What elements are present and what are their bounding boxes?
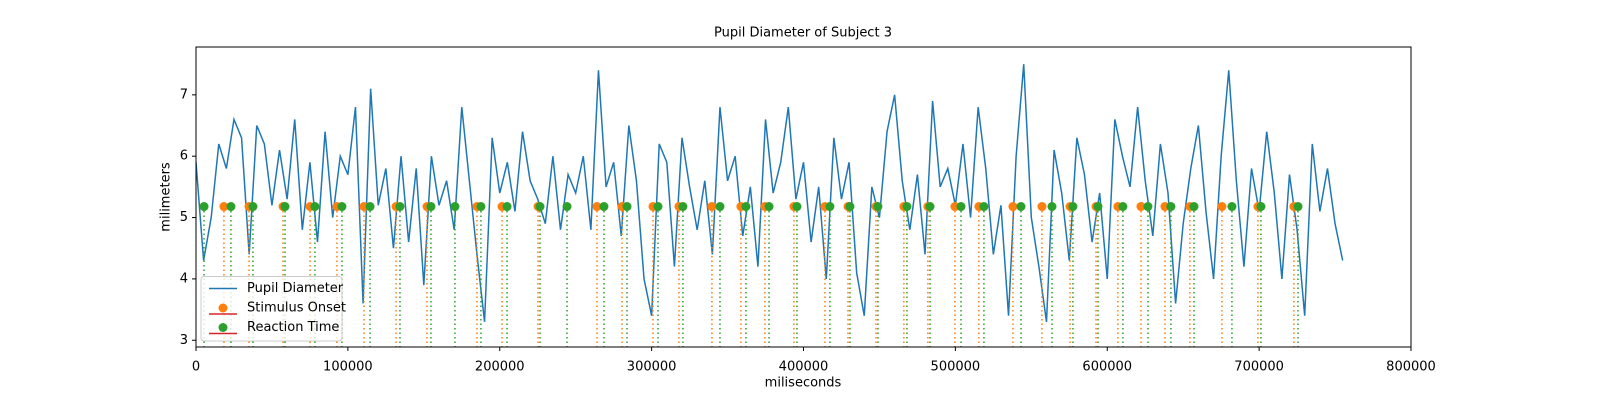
legend-box — [200, 276, 343, 342]
stem-marker — [226, 202, 236, 212]
stem-marker — [592, 202, 602, 212]
stem-marker — [715, 202, 725, 212]
stem-marker — [219, 202, 229, 212]
stem-marker — [450, 202, 460, 212]
stem-marker — [1143, 202, 1153, 212]
legend: Pupil Diameter Stimulus Onset Reaction Tim… — [200, 276, 346, 342]
stem-marker — [1016, 202, 1026, 212]
stem-marker — [678, 202, 688, 212]
stem-marker — [426, 202, 436, 212]
stem-marker — [845, 202, 855, 212]
stem-marker — [653, 202, 663, 212]
stem-marker — [365, 202, 375, 212]
stem-marker — [956, 202, 966, 212]
stem-marker — [310, 202, 320, 212]
plot-area — [196, 64, 1344, 347]
stem-marker — [1293, 202, 1303, 212]
stem-marker — [599, 202, 609, 212]
axes: 0 100000 200000 300000 400000 500000 600000 700… — [180, 87, 1436, 374]
stem-marker — [622, 202, 632, 212]
plot-frame — [195, 46, 1412, 348]
y-tick-label: 5 — [180, 210, 188, 225]
stem-marker — [1118, 202, 1128, 212]
legend-marker — [218, 323, 228, 332]
x-tick-label: 500000 — [931, 360, 981, 375]
x-tick-label: 0 — [192, 360, 200, 375]
stem-marker — [1217, 202, 1227, 212]
y-tick-label: 7 — [180, 87, 188, 102]
stem-marker — [707, 202, 717, 212]
legend-marker — [218, 303, 228, 313]
stem-marker — [395, 202, 405, 212]
stem-marker — [979, 202, 989, 212]
pupil-line — [196, 64, 1344, 322]
stem-marker — [280, 202, 290, 212]
x-tick-label: 600000 — [1082, 360, 1132, 375]
stem-marker — [562, 202, 572, 212]
stem-marker — [1068, 202, 1078, 212]
stem-marker — [199, 202, 209, 212]
stem-marker — [1166, 202, 1176, 212]
stem-marker — [873, 202, 883, 212]
stem-marker — [1047, 202, 1057, 212]
chart-title: Pupil Diameter of Subject 3 — [714, 26, 892, 41]
y-axis-label: milimeters — [159, 162, 174, 232]
stem-marker — [741, 202, 751, 212]
x-tick-label: 400000 — [779, 360, 829, 375]
stem-marker — [248, 202, 258, 212]
legend-label: Stimulus Onset — [247, 301, 346, 316]
legend-label: Reaction Time — [247, 320, 339, 335]
x-tick-label: 100000 — [323, 360, 373, 375]
stem-marker — [902, 202, 912, 212]
stem-marker — [792, 202, 802, 212]
x-tick-label: 300000 — [627, 360, 677, 375]
stem-marker — [925, 202, 935, 212]
stem-marker — [764, 202, 774, 212]
x-tick-label: 800000 — [1386, 360, 1436, 375]
x-tick-label: 700000 — [1234, 360, 1284, 375]
x-tick-label: 200000 — [475, 360, 525, 375]
stem-marker — [1037, 202, 1047, 212]
stem-marker — [1227, 202, 1237, 212]
y-tick-label: 3 — [180, 333, 188, 348]
stem-marker — [1189, 202, 1199, 212]
x-axis-label: miliseconds — [765, 376, 842, 391]
stem-marker — [825, 202, 835, 212]
stem-marker — [535, 202, 545, 212]
stem-marker — [1093, 202, 1103, 212]
y-tick-label: 4 — [180, 271, 188, 286]
stem-marker — [1008, 202, 1018, 212]
stem-marker — [476, 202, 486, 212]
stem-marker — [1256, 202, 1266, 212]
y-tick-label: 6 — [180, 149, 188, 164]
legend-label: Pupil Diameter — [247, 281, 344, 296]
stem-marker — [1136, 202, 1146, 212]
stem-marker — [502, 202, 512, 212]
stem-marker — [337, 202, 347, 212]
